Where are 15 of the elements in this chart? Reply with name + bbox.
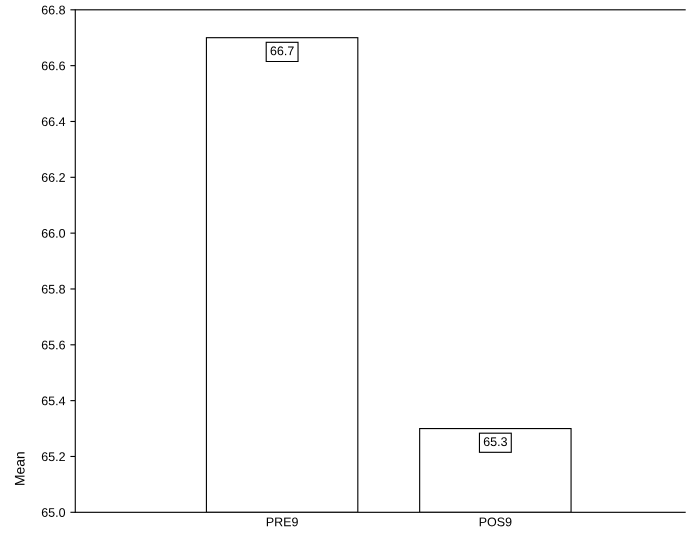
y-tick-label: 65.4 xyxy=(42,396,66,406)
y-tick-label: 66.8 xyxy=(42,6,66,14)
x-tick-label: POS9 xyxy=(480,517,512,526)
y-tick-label: 66.2 xyxy=(42,173,65,182)
y-tick-label: 65.8 xyxy=(42,284,66,294)
data-label: 65.3 xyxy=(484,437,507,446)
y-tick-label: 66.6 xyxy=(42,61,66,70)
x-tick-label: PRE9 xyxy=(266,517,298,526)
y-axis-title: Mean xyxy=(14,452,25,485)
y-tick-label: 66.4 xyxy=(42,117,66,126)
y-tick-label: 65.0 xyxy=(42,508,66,517)
data-label: 66.7 xyxy=(270,46,294,56)
y-tick-label: 65.6 xyxy=(42,340,66,350)
y-tick-label: 65.2 xyxy=(42,452,65,462)
y-tick-label: 66.0 xyxy=(42,228,66,238)
